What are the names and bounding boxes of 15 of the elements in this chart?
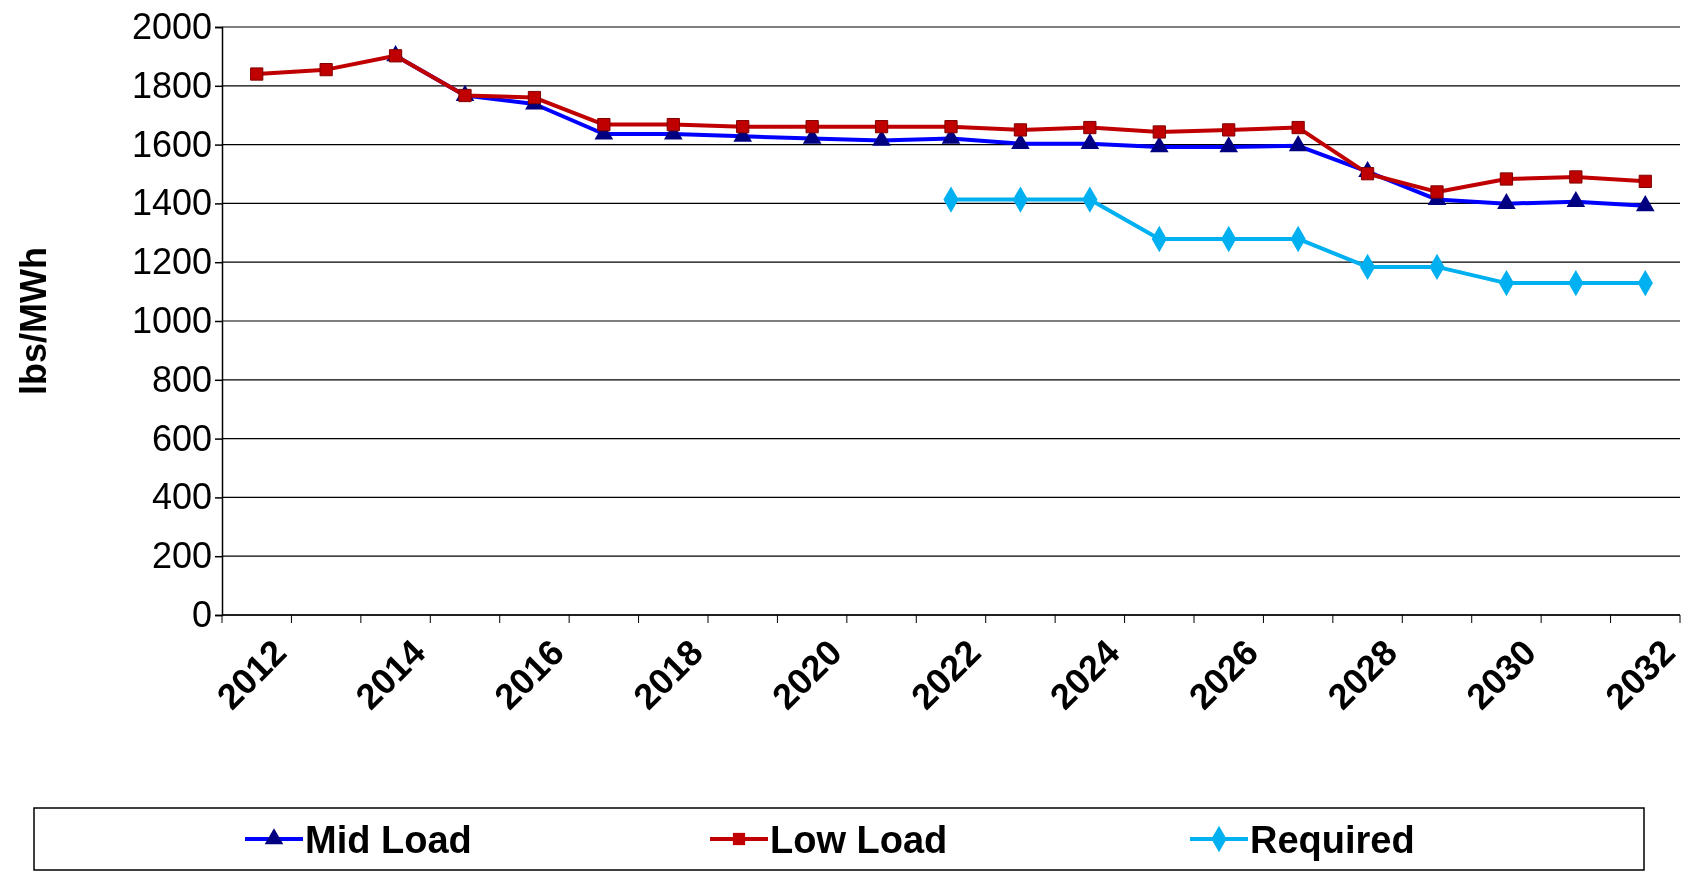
y-tick-label: 1200 xyxy=(131,241,212,283)
y-tick-label: 400 xyxy=(151,476,212,518)
y-tick-label: 1800 xyxy=(131,64,212,106)
y-tick-label: 0 xyxy=(191,594,212,636)
legend-label: Required xyxy=(1250,818,1415,861)
y-tick-label: 200 xyxy=(151,535,212,577)
y-tick-label: 1600 xyxy=(131,123,212,165)
y-tick-label: 2000 xyxy=(131,6,212,48)
y-tick-label: 1000 xyxy=(131,300,212,342)
y-axis-title: lbs/MWh xyxy=(13,247,54,395)
legend-label: Mid Load xyxy=(305,818,472,861)
y-tick-label: 1400 xyxy=(131,182,212,224)
legend-label: Low Load xyxy=(770,818,948,861)
y-tick-label: 800 xyxy=(151,358,212,400)
y-tick-label: 600 xyxy=(151,417,212,459)
